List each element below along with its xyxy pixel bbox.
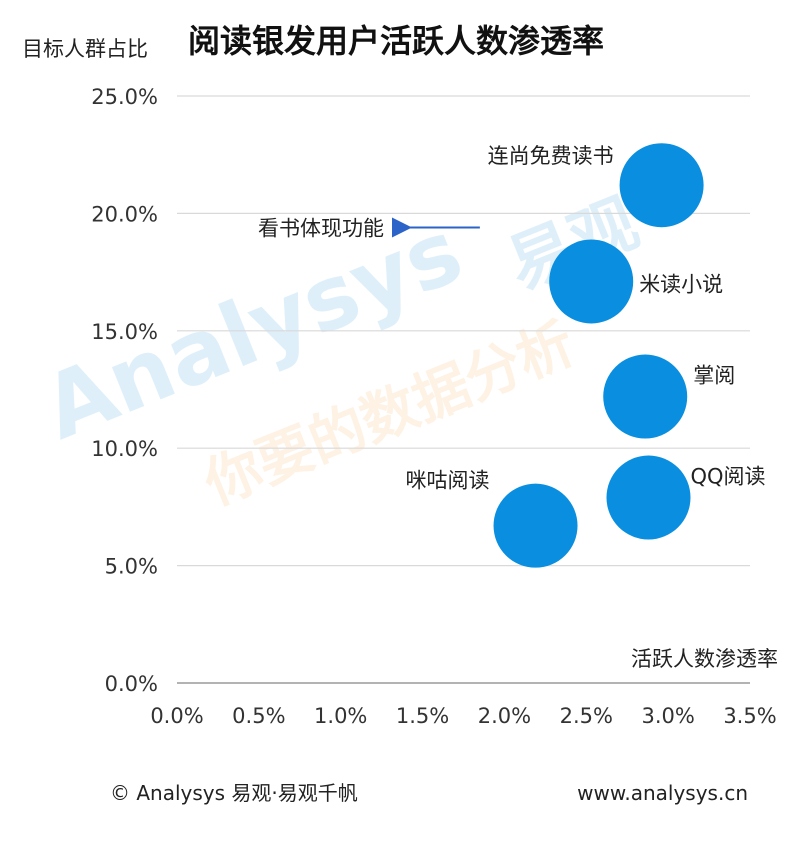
- bubble-label: 连尚免费读书: [488, 144, 614, 168]
- y-tick-label: 0.0%: [105, 672, 158, 696]
- chart-title: 阅读银发用户活跃人数渗透率: [188, 22, 604, 60]
- x-tick-label: 0.5%: [232, 704, 285, 728]
- annotation-text: 看书体现功能: [258, 216, 384, 240]
- bubble-label: QQ阅读: [690, 465, 765, 489]
- y-tick-label: 25.0%: [91, 85, 158, 109]
- y-tick-label: 10.0%: [91, 437, 158, 461]
- x-tick-label: 1.0%: [314, 704, 367, 728]
- bubble-label: 咪咕阅读: [406, 469, 490, 493]
- x-tick-label: 3.0%: [641, 704, 694, 728]
- y-tick-labels: 0.0% 5.0% 10.0% 15.0% 20.0% 25.0%: [91, 85, 158, 696]
- footer-website: www.analysys.cn: [577, 781, 748, 805]
- bubble: [606, 455, 691, 540]
- x-tick-label: 2.5%: [560, 704, 613, 728]
- x-tick-label: 3.5%: [723, 704, 776, 728]
- x-tick-label: 0.0%: [150, 704, 203, 728]
- bubble: [619, 143, 704, 228]
- bubble-label: 掌阅: [693, 364, 735, 388]
- footer-copyright: © Analysys 易观·易观千帆: [110, 781, 358, 805]
- bubble: [493, 483, 578, 568]
- y-tick-label: 5.0%: [105, 555, 158, 579]
- bubble-label: 米读小说: [639, 272, 723, 296]
- x-axis-label: 活跃人数渗透率: [631, 647, 778, 671]
- x-tick-labels: 0.0% 0.5% 1.0% 1.5% 2.0% 2.5% 3.0% 3.5%: [150, 704, 776, 728]
- annotation: 看书体现功能: [258, 216, 480, 240]
- x-tick-label: 2.0%: [478, 704, 531, 728]
- bubbles: [493, 143, 704, 568]
- x-tick-label: 1.5%: [396, 704, 449, 728]
- bubble: [549, 239, 634, 324]
- bubble: [603, 354, 688, 439]
- y-tick-label: 20.0%: [91, 202, 158, 226]
- y-tick-label: 15.0%: [91, 320, 158, 344]
- y-axis-label: 目标人群占比: [22, 37, 148, 61]
